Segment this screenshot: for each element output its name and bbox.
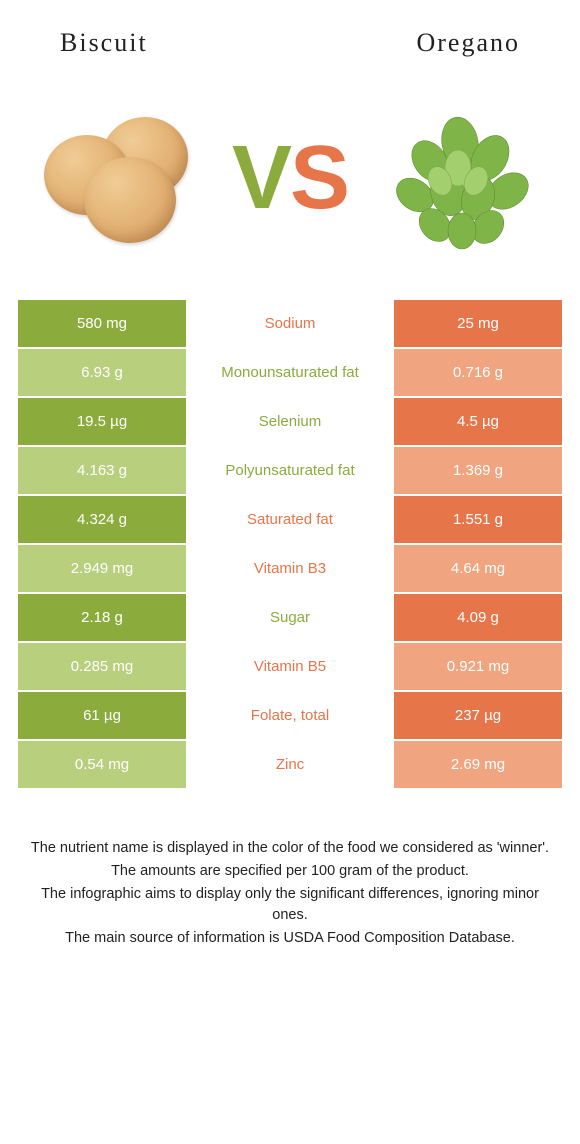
nutrient-name: Saturated fat — [186, 496, 394, 543]
left-value: 0.285 mg — [18, 643, 186, 690]
right-value: 4.09 g — [394, 594, 562, 641]
left-value: 61 µg — [18, 692, 186, 739]
table-row: 4.163 gPolyunsaturated fat1.369 g — [18, 445, 562, 494]
right-value: 25 mg — [394, 300, 562, 347]
nutrient-name: Selenium — [186, 398, 394, 445]
table-row: 6.93 gMonounsaturated fat0.716 g — [18, 347, 562, 396]
left-food-title: Biscuit — [60, 28, 148, 58]
left-value: 2.18 g — [18, 594, 186, 641]
right-value: 1.551 g — [394, 496, 562, 543]
vs-s: S — [290, 127, 348, 230]
oregano-image — [380, 98, 540, 258]
footer-line-4: The main source of information is USDA F… — [26, 928, 554, 949]
left-value: 19.5 µg — [18, 398, 186, 445]
table-row: 2.949 mgVitamin B34.64 mg — [18, 543, 562, 592]
left-value: 0.54 mg — [18, 741, 186, 788]
left-value: 2.949 mg — [18, 545, 186, 592]
left-value: 4.324 g — [18, 496, 186, 543]
nutrient-name: Monounsaturated fat — [186, 349, 394, 396]
footer-notes: The nutrient name is displayed in the co… — [0, 788, 580, 949]
right-value: 4.64 mg — [394, 545, 562, 592]
vs-label: VS — [232, 127, 348, 230]
footer-line-2: The amounts are specified per 100 gram o… — [26, 861, 554, 882]
footer-line-3: The infographic aims to display only the… — [26, 884, 554, 926]
right-value: 1.369 g — [394, 447, 562, 494]
right-value: 237 µg — [394, 692, 562, 739]
table-row: 61 µgFolate, total237 µg — [18, 690, 562, 739]
nutrient-name: Sodium — [186, 300, 394, 347]
left-value: 6.93 g — [18, 349, 186, 396]
biscuit-image — [40, 98, 200, 258]
nutrient-name: Folate, total — [186, 692, 394, 739]
nutrient-name: Zinc — [186, 741, 394, 788]
table-row: 4.324 gSaturated fat1.551 g — [18, 494, 562, 543]
right-value: 2.69 mg — [394, 741, 562, 788]
table-row: 580 mgSodium25 mg — [18, 298, 562, 347]
header: Biscuit Oregano — [0, 0, 580, 68]
table-row: 0.54 mgZinc2.69 mg — [18, 739, 562, 788]
footer-line-1: The nutrient name is displayed in the co… — [26, 838, 554, 859]
hero-row: VS — [0, 68, 580, 298]
table-row: 19.5 µgSelenium4.5 µg — [18, 396, 562, 445]
left-value: 4.163 g — [18, 447, 186, 494]
table-row: 2.18 gSugar4.09 g — [18, 592, 562, 641]
nutrient-name: Vitamin B3 — [186, 545, 394, 592]
right-value: 0.921 mg — [394, 643, 562, 690]
left-value: 580 mg — [18, 300, 186, 347]
right-food-title: Oregano — [416, 28, 520, 58]
nutrient-name: Sugar — [186, 594, 394, 641]
table-row: 0.285 mgVitamin B50.921 mg — [18, 641, 562, 690]
comparison-table: 580 mgSodium25 mg6.93 gMonounsaturated f… — [0, 298, 580, 788]
nutrient-name: Polyunsaturated fat — [186, 447, 394, 494]
right-value: 4.5 µg — [394, 398, 562, 445]
nutrient-name: Vitamin B5 — [186, 643, 394, 690]
right-value: 0.716 g — [394, 349, 562, 396]
vs-v: V — [232, 127, 290, 230]
